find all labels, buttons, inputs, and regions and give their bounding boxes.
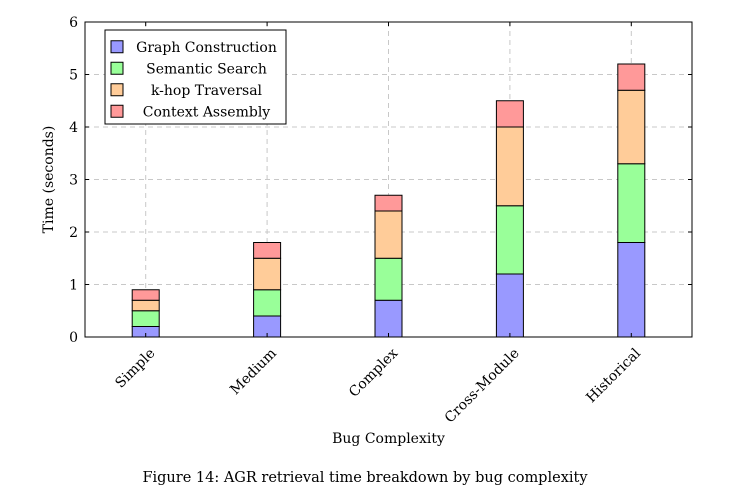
bar-medium-context-assembly xyxy=(253,242,282,259)
x-tick-label: Historical xyxy=(583,345,644,406)
bar-cross-module-semantic-search xyxy=(495,205,524,275)
y-tick-label: 3 xyxy=(69,173,78,189)
y-tick-label: 0 xyxy=(69,330,78,346)
bar-cross-module-k-hop-traversal xyxy=(495,126,524,207)
y-tick-label: 1 xyxy=(69,278,78,294)
bar-complex-k-hop-traversal xyxy=(374,210,403,259)
x-tick-label: Simple xyxy=(112,345,158,391)
bar-simple-context-assembly xyxy=(131,289,160,301)
bar-historical-context-assembly xyxy=(617,63,646,91)
legend-swatch xyxy=(110,83,124,97)
bar-historical-semantic-search xyxy=(617,163,646,243)
x-tick-label: Medium xyxy=(227,345,280,398)
bar-complex-graph-construction xyxy=(374,299,403,338)
bar-simple-k-hop-traversal xyxy=(131,299,160,312)
legend-swatch xyxy=(110,40,124,54)
bar-historical-graph-construction xyxy=(617,242,646,338)
bar-historical-k-hop-traversal xyxy=(617,89,646,165)
chart: 0 1 2 3 4 5 6 Simple Medium Complex Cross-Module H… xyxy=(41,15,693,447)
legend: Graph Construction Semantic Search k-hop T… xyxy=(104,29,287,125)
y-axis-label: Time (seconds) xyxy=(41,126,57,234)
y-tick-label: 2 xyxy=(69,225,78,241)
legend-label: Context Assembly xyxy=(143,104,271,120)
y-tick-label: 6 xyxy=(69,15,78,31)
legend-label: k-hop Traversal xyxy=(151,83,263,99)
x-axis-label: Bug Complexity xyxy=(332,431,445,447)
legend-swatch xyxy=(110,104,124,118)
bar-cross-module-context-assembly xyxy=(495,100,524,128)
legend-swatch xyxy=(110,61,124,75)
bars xyxy=(131,63,646,338)
legend-label: Semantic Search xyxy=(146,61,267,77)
y-tick-label: 5 xyxy=(69,68,78,84)
legend-label: Graph Construction xyxy=(136,40,277,56)
legend-box xyxy=(104,29,287,125)
bar-medium-k-hop-traversal xyxy=(253,257,282,291)
y-axis-ticks: 0 1 2 3 4 5 6 xyxy=(69,15,692,346)
figure-caption: Figure 14: AGR retrieval time breakdown … xyxy=(142,470,588,486)
bar-cross-module-graph-construction xyxy=(495,273,524,338)
y-tick-label: 4 xyxy=(69,120,78,136)
bar-complex-semantic-search xyxy=(374,257,403,301)
x-tick-label: Complex xyxy=(346,345,401,400)
bar-complex-context-assembly xyxy=(374,194,403,212)
bar-simple-semantic-search xyxy=(131,310,160,327)
x-tick-label: Cross-Module xyxy=(442,345,523,426)
bar-medium-semantic-search xyxy=(253,289,282,317)
